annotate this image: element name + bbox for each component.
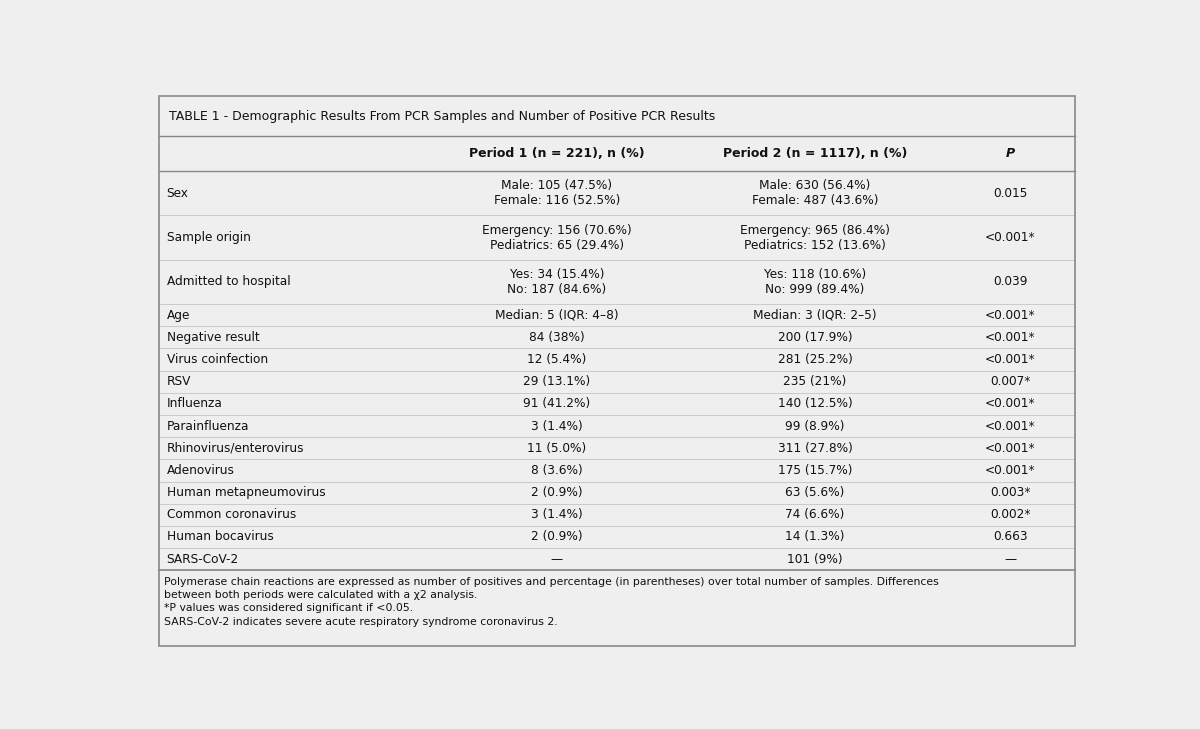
Text: Male: 105 (47.5%)
Female: 116 (52.5%): Male: 105 (47.5%) Female: 116 (52.5%) — [493, 179, 620, 207]
Text: —: — — [551, 553, 563, 566]
Text: Period 2 (n = 1117), n (%): Period 2 (n = 1117), n (%) — [722, 147, 907, 160]
Text: Adenovirus: Adenovirus — [167, 464, 235, 477]
Text: 2 (0.9%): 2 (0.9%) — [532, 486, 583, 499]
Text: Negative result: Negative result — [167, 331, 259, 344]
Text: <0.001*: <0.001* — [985, 420, 1036, 432]
Text: 11 (5.0%): 11 (5.0%) — [527, 442, 587, 455]
Text: 8 (3.6%): 8 (3.6%) — [530, 464, 583, 477]
Text: 175 (15.7%): 175 (15.7%) — [778, 464, 852, 477]
Text: Age: Age — [167, 309, 190, 321]
Text: 29 (13.1%): 29 (13.1%) — [523, 375, 590, 389]
Text: 0.002*: 0.002* — [990, 508, 1031, 521]
Text: <0.001*: <0.001* — [985, 442, 1036, 455]
Text: RSV: RSV — [167, 375, 191, 389]
Text: 84 (38%): 84 (38%) — [529, 331, 584, 344]
Text: 0.039: 0.039 — [994, 276, 1027, 289]
Text: 99 (8.9%): 99 (8.9%) — [785, 420, 845, 432]
Text: 0.003*: 0.003* — [990, 486, 1031, 499]
Text: 74 (6.6%): 74 (6.6%) — [785, 508, 845, 521]
Text: SARS-CoV-2: SARS-CoV-2 — [167, 553, 239, 566]
Text: 91 (41.2%): 91 (41.2%) — [523, 397, 590, 410]
Text: 0.663: 0.663 — [992, 531, 1027, 543]
Text: Human metapneumovirus: Human metapneumovirus — [167, 486, 325, 499]
Text: Emergency: 156 (70.6%)
Pediatrics: 65 (29.4%): Emergency: 156 (70.6%) Pediatrics: 65 (2… — [482, 224, 631, 252]
Text: Common coronavirus: Common coronavirus — [167, 508, 296, 521]
Text: <0.001*: <0.001* — [985, 397, 1036, 410]
Text: 14 (1.3%): 14 (1.3%) — [785, 531, 845, 543]
Text: 63 (5.6%): 63 (5.6%) — [785, 486, 845, 499]
Text: <0.001*: <0.001* — [985, 464, 1036, 477]
Text: 3 (1.4%): 3 (1.4%) — [530, 420, 583, 432]
Text: 281 (25.2%): 281 (25.2%) — [778, 353, 852, 366]
Text: Rhinovirus/enterovirus: Rhinovirus/enterovirus — [167, 442, 305, 455]
Text: Polymerase chain reactions are expressed as number of positives and percentage (: Polymerase chain reactions are expressed… — [164, 577, 938, 626]
Text: <0.001*: <0.001* — [985, 231, 1036, 244]
Text: Human bocavirus: Human bocavirus — [167, 531, 274, 543]
Text: 0.015: 0.015 — [994, 187, 1027, 200]
Text: P: P — [1006, 147, 1015, 160]
Text: Admitted to hospital: Admitted to hospital — [167, 276, 290, 289]
Text: TABLE 1 - Demographic Results From PCR Samples and Number of Positive PCR Result: TABLE 1 - Demographic Results From PCR S… — [168, 109, 715, 122]
Text: Sex: Sex — [167, 187, 188, 200]
Text: 12 (5.4%): 12 (5.4%) — [527, 353, 587, 366]
Text: 101 (9%): 101 (9%) — [787, 553, 842, 566]
Text: 200 (17.9%): 200 (17.9%) — [778, 331, 852, 344]
Text: Yes: 118 (10.6%)
No: 999 (89.4%): Yes: 118 (10.6%) No: 999 (89.4%) — [764, 268, 866, 296]
Text: Median: 3 (IQR: 2–5): Median: 3 (IQR: 2–5) — [754, 309, 877, 321]
Text: Sample origin: Sample origin — [167, 231, 251, 244]
Text: <0.001*: <0.001* — [985, 331, 1036, 344]
Text: <0.001*: <0.001* — [985, 353, 1036, 366]
Text: Emergency: 965 (86.4%)
Pediatrics: 152 (13.6%): Emergency: 965 (86.4%) Pediatrics: 152 (… — [740, 224, 890, 252]
Text: 235 (21%): 235 (21%) — [784, 375, 847, 389]
Text: Virus coinfection: Virus coinfection — [167, 353, 268, 366]
Text: Median: 5 (IQR: 4–8): Median: 5 (IQR: 4–8) — [496, 309, 619, 321]
Text: Parainfluenza: Parainfluenza — [167, 420, 250, 432]
Text: Influenza: Influenza — [167, 397, 223, 410]
Text: 311 (27.8%): 311 (27.8%) — [778, 442, 852, 455]
Text: 0.007*: 0.007* — [990, 375, 1031, 389]
Text: 2 (0.9%): 2 (0.9%) — [532, 531, 583, 543]
Text: —: — — [1004, 553, 1016, 566]
Text: Yes: 34 (15.4%)
No: 187 (84.6%): Yes: 34 (15.4%) No: 187 (84.6%) — [508, 268, 606, 296]
Text: 3 (1.4%): 3 (1.4%) — [530, 508, 583, 521]
Text: Period 1 (n = 221), n (%): Period 1 (n = 221), n (%) — [469, 147, 644, 160]
Text: 140 (12.5%): 140 (12.5%) — [778, 397, 852, 410]
Text: <0.001*: <0.001* — [985, 309, 1036, 321]
Text: Male: 630 (56.4%)
Female: 487 (43.6%): Male: 630 (56.4%) Female: 487 (43.6%) — [751, 179, 878, 207]
